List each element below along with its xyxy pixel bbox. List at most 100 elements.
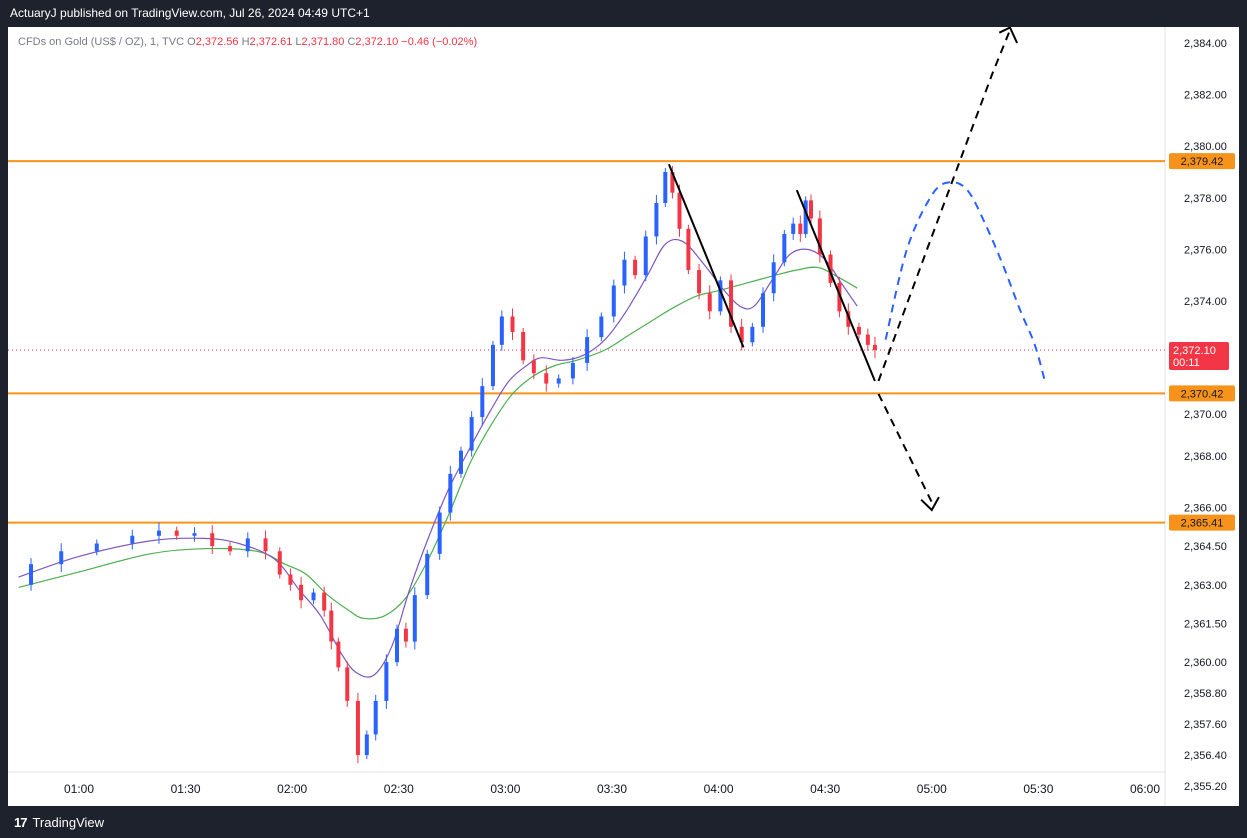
x-tick-label: 01:30	[171, 782, 201, 796]
candle-body	[311, 592, 316, 601]
candle-body	[846, 311, 851, 327]
y-tick-label: 2,363.00	[1184, 580, 1227, 592]
candle-body	[130, 535, 135, 544]
grid	[8, 27, 1166, 806]
candle-body	[395, 628, 400, 663]
x-tick-label: 01:00	[64, 782, 94, 796]
x-tick-label: 02:00	[277, 782, 307, 796]
arc-projection	[884, 181, 1047, 384]
candle-body	[94, 543, 99, 552]
candle-body	[345, 667, 350, 701]
candle-body	[228, 546, 233, 552]
annotations[interactable]	[667, 26, 1047, 512]
candle-body	[670, 172, 675, 193]
candle-body	[750, 326, 755, 343]
close-label: C	[347, 36, 356, 48]
candle-body	[585, 337, 590, 363]
bullish-projection	[877, 29, 1011, 382]
x-axis[interactable]: 01:00 01:30 02:00 02:30 03:00 03:30 04:00 04:30…	[64, 782, 1160, 796]
candle-body	[729, 280, 734, 327]
change-value: −0.46 (−0.02%)	[401, 36, 478, 48]
candle-body	[837, 282, 842, 312]
x-tick-label: 06:00	[1130, 782, 1160, 796]
candle-body	[469, 417, 474, 451]
footer: 17 TradingView	[0, 806, 1247, 838]
y-tick-label: 2,364.50	[1184, 541, 1227, 553]
candle-body	[299, 584, 304, 601]
x-tick-label: 03:30	[597, 782, 627, 796]
bearish-arrowhead	[920, 496, 940, 512]
symbol-name: CFDs on Gold (US$ / OZ), 1, TVC	[18, 36, 185, 48]
candle-body	[499, 316, 504, 345]
candle-body	[490, 344, 495, 387]
y-tick-label: 2,357.60	[1184, 719, 1227, 731]
candle-body	[364, 734, 369, 756]
slow-moving-average	[18, 266, 858, 620]
candle-body	[373, 700, 378, 735]
candle-body	[210, 533, 215, 547]
candle-body	[782, 233, 787, 263]
brand-name[interactable]: TradingView	[32, 814, 105, 830]
candle-body	[480, 386, 485, 418]
y-tick-label: 2,374.00	[1184, 296, 1227, 308]
countdown-label: 00:11	[1173, 357, 1200, 369]
y-tick-label: 2,382.00	[1184, 90, 1227, 102]
candle-body	[686, 228, 691, 271]
open-value: 2,372.56	[195, 36, 239, 48]
low-value: 2,371.80	[301, 36, 345, 48]
candle-body	[336, 641, 341, 668]
candle-body	[611, 285, 616, 317]
last-price-tag	[1169, 342, 1229, 371]
y-tick-label: 2,355.20	[1184, 781, 1227, 793]
bearish-projection	[877, 393, 933, 503]
candle-body	[622, 259, 627, 286]
candle-body	[544, 373, 549, 384]
candle-body	[355, 700, 360, 756]
candle-body	[872, 344, 877, 351]
bullish-arrowhead	[998, 26, 1019, 44]
x-tick-label: 05:30	[1023, 782, 1053, 796]
level-tag-label: 2,379.42	[1181, 156, 1224, 168]
y-tick-label: 2,378.00	[1184, 193, 1227, 205]
level-tag	[1169, 385, 1235, 402]
candle-body	[798, 223, 803, 234]
candle-body	[599, 316, 604, 338]
x-tick-label: 05:00	[917, 782, 947, 796]
candle-body	[322, 592, 327, 611]
candle-body	[865, 334, 870, 345]
level-tag-label: 2,365.41	[1181, 518, 1224, 530]
candle-body	[791, 223, 796, 234]
candle-body	[263, 538, 268, 552]
level-tag	[1169, 514, 1235, 531]
y-tick-label: 2,380.00	[1184, 141, 1227, 153]
candle-body	[771, 262, 776, 294]
close-value: 2,372.10	[355, 36, 399, 48]
candle-body	[817, 218, 822, 255]
candle-body	[329, 610, 334, 642]
candle-body	[437, 512, 442, 554]
candle-body	[739, 326, 744, 343]
x-tick-label: 03:00	[490, 782, 520, 796]
low-label: L	[295, 36, 302, 48]
level-tag	[1169, 153, 1235, 170]
open-label: O	[187, 36, 196, 48]
symbol-legend: CFDs on Gold (US$ / OZ), 1, TVC O2,372.5…	[18, 36, 477, 48]
y-axis[interactable]: 2,384.00 2,382.00 2,380.00 2,378.00 2,376.00…	[1184, 38, 1227, 793]
candle-body	[277, 551, 282, 575]
candle-body	[761, 293, 766, 327]
tradingview-logo-icon[interactable]: 17	[14, 814, 28, 830]
candle-body	[803, 200, 808, 234]
y-tick-label: 2,356.40	[1184, 750, 1227, 762]
chart-frame[interactable]: 2,379.42 2,370.42 2,365.41 2,372.10 00:11 2…	[8, 26, 1239, 806]
y-tick-label: 2,360.00	[1184, 657, 1227, 669]
candle-body	[808, 200, 813, 219]
candle-body	[663, 172, 668, 203]
y-tick-label: 2,384.00	[1184, 38, 1227, 50]
candle-body	[29, 564, 34, 585]
horizontal-levels[interactable]: 2,379.42 2,370.42 2,365.41	[8, 153, 1235, 531]
trend-line	[795, 189, 876, 382]
candle-body	[59, 551, 64, 565]
candle-body	[531, 360, 536, 374]
